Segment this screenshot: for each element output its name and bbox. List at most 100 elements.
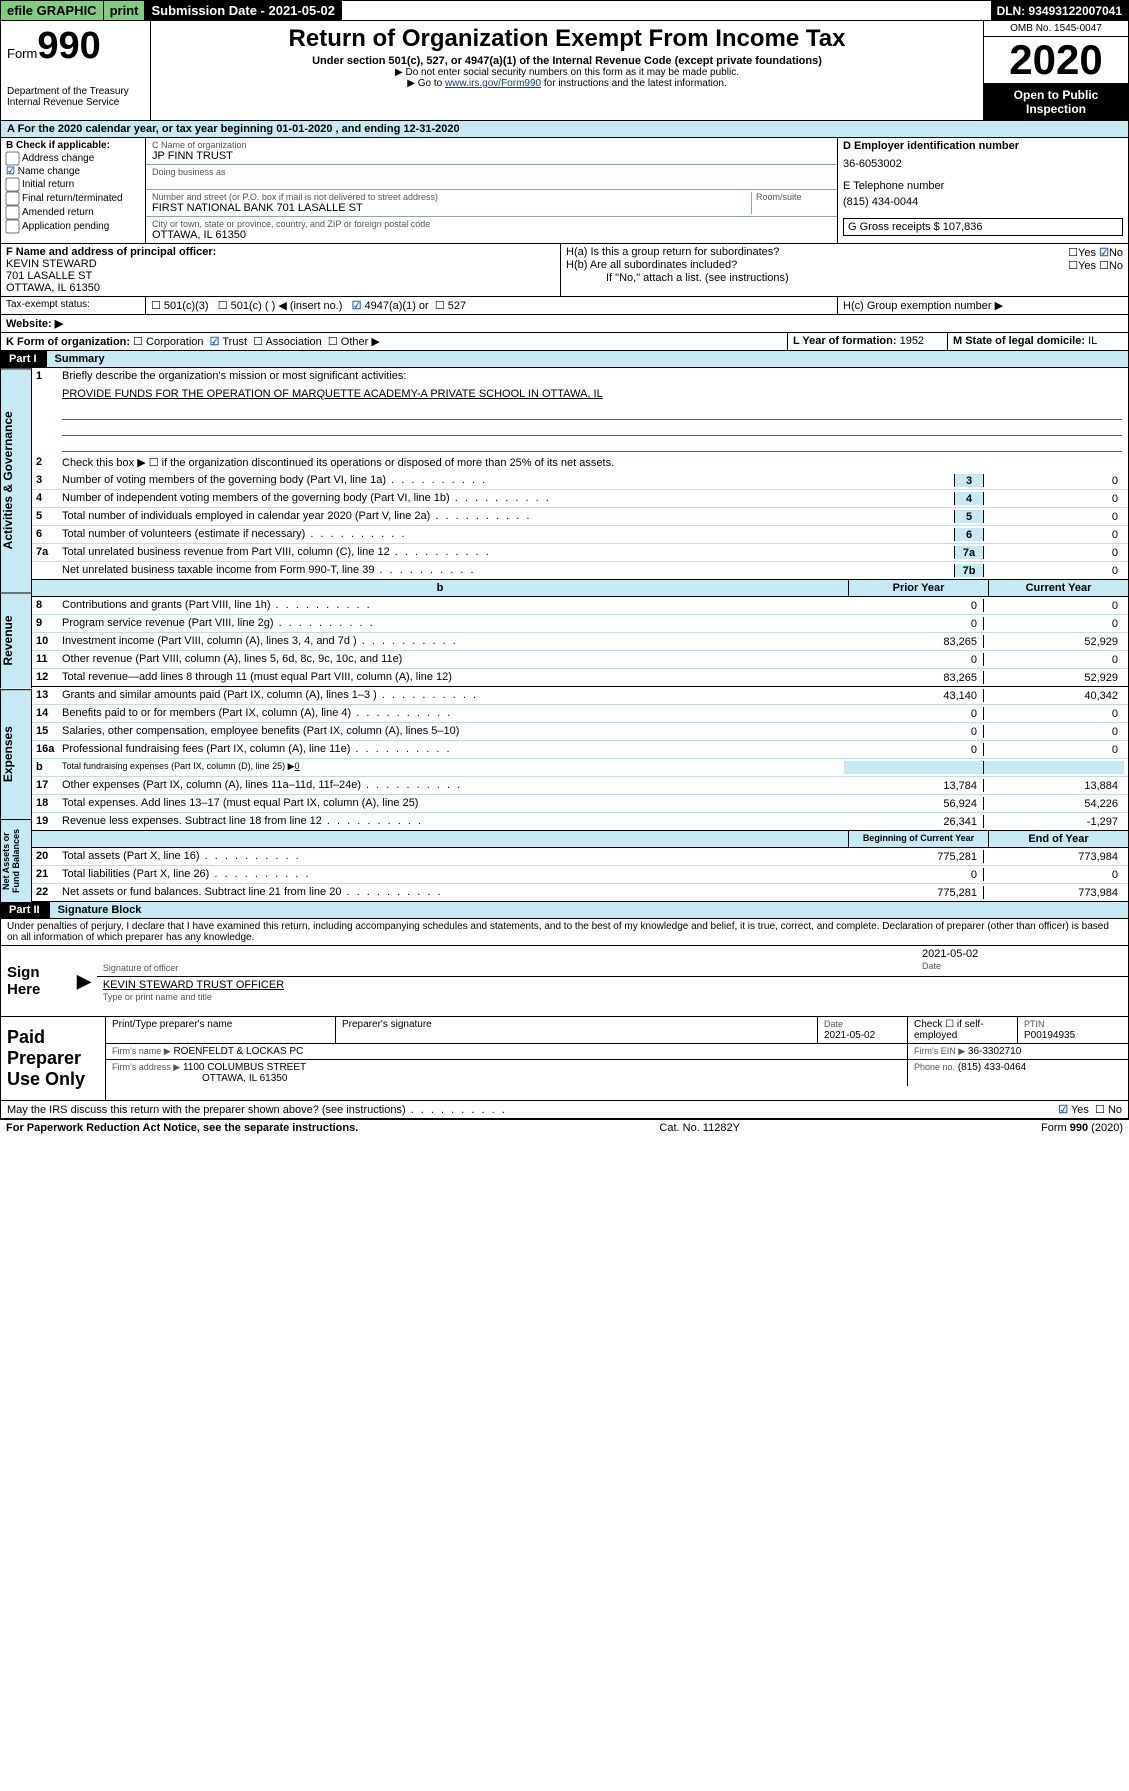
chk-initial-return[interactable]: Initial return xyxy=(6,178,140,191)
header-title-block: Return of Organization Exempt From Incom… xyxy=(151,21,983,120)
box-c: C Name of organization JP FINN TRUST Doi… xyxy=(146,138,838,243)
hdr-blank: b xyxy=(32,580,848,596)
ein-value: 36-6053002 xyxy=(843,158,1123,170)
sign-here-label: Sign Here xyxy=(1,946,71,1016)
dba-block: Doing business as xyxy=(146,165,837,190)
part-ii-badge: Part II xyxy=(0,902,49,919)
form-title: Return of Organization Exempt From Incom… xyxy=(159,25,975,53)
line-10: Investment income (Part VIII, column (A)… xyxy=(62,635,844,647)
sign-here-section: Sign Here ▶ Signature of officer 2021-05… xyxy=(0,946,1129,1017)
val-3: 0 xyxy=(984,474,1124,487)
sidebar-expenses: Expenses xyxy=(0,689,32,819)
line-16a: Professional fundraising fees (Part IX, … xyxy=(62,743,844,755)
chk-amended[interactable]: Amended return xyxy=(6,206,140,219)
form-number: Form990 xyxy=(7,25,144,68)
firm-phone: Phone no. (815) 433-0464 xyxy=(908,1060,1128,1086)
part-i-content: 1Briefly describe the organization's mis… xyxy=(32,368,1129,902)
paid-preparer-label: Paid Preparer Use Only xyxy=(1,1017,106,1100)
line-2: Check this box ▶ ☐ if the organization d… xyxy=(62,456,1124,469)
tax-year: 2020 xyxy=(984,37,1128,83)
org-name: JP FINN TRUST xyxy=(152,150,831,162)
gross-receipts-label: G Gross receipts $ xyxy=(848,221,940,233)
header-left: Form990 Department of the Treasury Inter… xyxy=(1,21,151,120)
top-bar: efile GRAPHIC print Submission Date - 20… xyxy=(0,0,1129,21)
box-g: G Gross receipts $ 107,836 xyxy=(843,218,1123,236)
val-6: 0 xyxy=(984,528,1124,541)
line-3: Number of voting members of the governin… xyxy=(62,474,954,486)
firm-addr: Firm's address ▶ 1100 COLUMBUS STREETOTT… xyxy=(106,1060,908,1086)
sidebar-netassets: Net Assets or Fund Balances xyxy=(0,819,32,902)
city-label: City or town, state or province, country… xyxy=(152,219,831,229)
val-5: 0 xyxy=(984,510,1124,523)
line-6: Total number of volunteers (estimate if … xyxy=(62,528,954,540)
box-b-label: B Check if applicable: xyxy=(6,140,140,151)
prep-self-emp[interactable]: Check ☐ if self-employed xyxy=(908,1017,1018,1043)
subtitle-1: Under section 501(c), 527, or 4947(a)(1)… xyxy=(159,55,975,67)
line-9: Program service revenue (Part VIII, line… xyxy=(62,617,844,629)
chk-app-pending[interactable]: Application pending xyxy=(6,220,140,233)
h-a-yesno: ☐Yes ☑No xyxy=(1068,246,1123,259)
firm-name: Firm's name ▶ ROENFELDT & LOCKAS PC xyxy=(106,1044,908,1059)
instructions-link[interactable]: www.irs.gov/Form990 xyxy=(445,78,541,89)
h-c: H(c) Group exemption number ▶ xyxy=(838,297,1128,314)
line-14: Benefits paid to or for members (Part IX… xyxy=(62,707,844,719)
val-4: 0 xyxy=(984,492,1124,505)
dba-label: Doing business as xyxy=(152,167,831,177)
prep-sig-hdr: Preparer's signature xyxy=(336,1017,818,1043)
dept-label: Department of the Treasury Internal Reve… xyxy=(7,86,144,108)
end-year-hdr: End of Year xyxy=(988,831,1128,847)
open-to-public: Open to Public Inspection xyxy=(984,83,1128,120)
officer-addr2: OTTAWA, IL 61350 xyxy=(6,282,555,294)
line-4: Number of independent voting members of … xyxy=(62,492,954,504)
officer-label: F Name and address of principal officer: xyxy=(6,246,555,258)
part-ii-title: Signature Block xyxy=(49,902,1129,919)
room-label: Room/suite xyxy=(756,192,831,202)
line-7a: Total unrelated business revenue from Pa… xyxy=(62,546,954,558)
box-h: H(a) Is this a group return for subordin… xyxy=(561,244,1128,296)
header-right: OMB No. 1545-0047 2020 Open to Public In… xyxy=(983,21,1128,120)
topbar-spacer xyxy=(342,1,991,20)
print-button[interactable]: print xyxy=(104,1,146,20)
val-7b: 0 xyxy=(984,564,1124,577)
box-b: B Check if applicable: Address change ☑ … xyxy=(1,138,146,243)
beg-year-hdr: Beginning of Current Year xyxy=(848,831,988,847)
chk-address-change[interactable]: Address change xyxy=(6,152,140,165)
tax-exempt-label: Tax-exempt status: xyxy=(1,297,146,314)
prep-date: Date2021-05-02 xyxy=(818,1017,908,1043)
line-19: Revenue less expenses. Subtract line 18 … xyxy=(62,815,844,827)
officer-sig-line: Signature of officer 2021-05-02Date xyxy=(97,946,1128,977)
h-b-yesno: ☐Yes ☐No xyxy=(1068,259,1123,272)
officer-addr1: 701 LASALLE ST xyxy=(6,270,555,282)
prior-year-hdr: Prior Year xyxy=(848,580,988,596)
officer-name: KEVIN STEWARD xyxy=(6,258,555,270)
line-16b: Total fundraising expenses (Part IX, col… xyxy=(62,761,844,772)
city-block: City or town, state or province, country… xyxy=(146,217,837,243)
box-m: M State of legal domicile: IL xyxy=(948,333,1128,350)
chk-name-change[interactable]: ☑ Name change xyxy=(6,166,140,177)
balance-headers: Beginning of Current Year End of Year xyxy=(32,831,1128,848)
line-18: Total expenses. Add lines 13–17 (must eq… xyxy=(62,797,844,809)
h-note: If "No," attach a list. (see instruction… xyxy=(566,272,1123,284)
line-1-label: Briefly describe the organization's miss… xyxy=(62,370,1124,382)
line-12: Total revenue—add lines 8 through 11 (mu… xyxy=(62,671,844,683)
line-22: Net assets or fund balances. Subtract li… xyxy=(62,886,844,898)
ein-label: D Employer identification number xyxy=(843,140,1123,152)
line-13: Grants and similar amounts paid (Part IX… xyxy=(62,689,844,701)
subtitle-3: ▶ Go to www.irs.gov/Form990 for instruct… xyxy=(159,78,975,89)
form-prefix: Form xyxy=(7,46,37,61)
line-11: Other revenue (Part VIII, column (A), li… xyxy=(62,653,844,665)
city-value: OTTAWA, IL 61350 xyxy=(152,229,831,241)
footer-right: Form 990 (2020) xyxy=(1041,1122,1123,1134)
submission-date-label: Submission Date - 2021-05-02 xyxy=(145,1,342,20)
box-l: L Year of formation: 1952 xyxy=(788,333,948,350)
line-21: Total liabilities (Part X, line 26) xyxy=(62,868,844,880)
discuss-yesno: ☑ Yes ☐ No xyxy=(1058,1103,1122,1116)
box-i-row: Tax-exempt status: ☐ 501(c)(3) ☐ 501(c) … xyxy=(0,297,1129,315)
line-7b: Net unrelated business taxable income fr… xyxy=(62,564,954,576)
addr-label: Number and street (or P.O. box if mail i… xyxy=(152,192,751,202)
part-i-badge: Part I xyxy=(0,351,46,368)
chk-final-return[interactable]: Final return/terminated xyxy=(6,192,140,205)
part-i-header: Part I Summary xyxy=(0,351,1129,368)
org-name-label: C Name of organization xyxy=(152,140,831,150)
paid-preparer-section: Paid Preparer Use Only Print/Type prepar… xyxy=(0,1017,1129,1101)
